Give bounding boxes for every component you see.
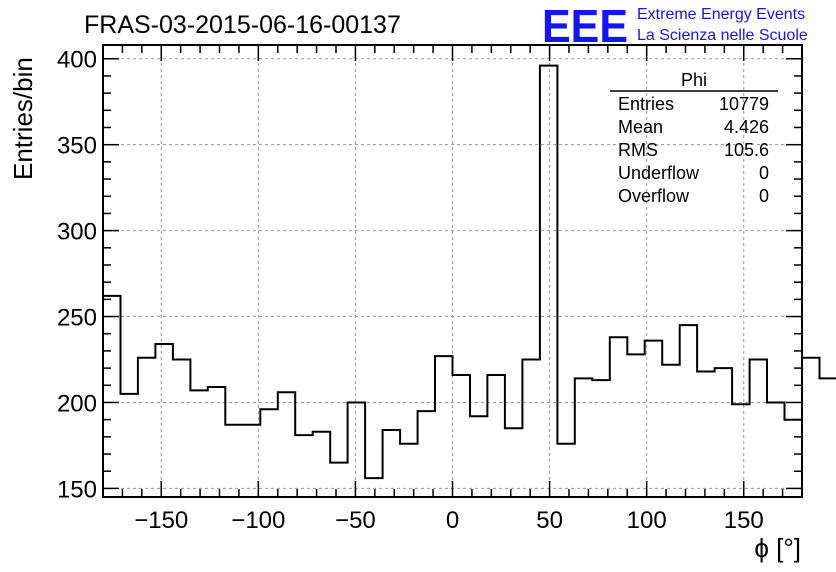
stats-box: Phi Entries 10779 Mean 4.426 RMS 105.6 Underfl… (610, 70, 778, 206)
stats-label: RMS (618, 140, 658, 160)
stats-label: Underflow (618, 163, 700, 183)
stats-value: 105.6 (724, 140, 769, 160)
stats-label: Overflow (618, 186, 690, 206)
y-tick-label: 400 (57, 47, 97, 74)
stats-label: Entries (618, 94, 674, 114)
x-axis-label: ϕ [°] (754, 533, 801, 563)
stats-value: 0 (759, 186, 769, 206)
plot-frame (102, 44, 803, 498)
y-tick-label: 350 (57, 133, 97, 160)
grid-lines (103, 45, 802, 497)
x-tick-label: −150 (134, 507, 188, 534)
x-tick-label: 150 (724, 507, 764, 534)
logo-line-1: Extreme Energy Events (637, 6, 805, 23)
x-tick-label: −50 (335, 507, 376, 534)
x-tick-label: 50 (536, 507, 563, 534)
stats-label: Mean (618, 117, 663, 137)
x-tick-labels: −150 −100 −50 0 50 100 150 (134, 507, 764, 534)
axis-ticks (103, 45, 802, 497)
y-tick-label: 300 (57, 219, 97, 246)
histogram-line (103, 64, 836, 480)
x-tick-label: 100 (627, 507, 667, 534)
eee-logo: EEE Extreme Energy Events La Scienza nel… (542, 0, 808, 52)
stats-value: 0 (759, 163, 769, 183)
y-tick-label: 200 (57, 390, 97, 417)
stats-rows: Entries 10779 Mean 4.426 RMS 105.6 Underflow 0 O… (618, 94, 769, 206)
logo-line-2: La Scienza nelle Scuole (637, 27, 808, 44)
chart-title: FRAS-03-2015-06-16-00137 (84, 11, 401, 39)
stats-title: Phi (681, 70, 707, 90)
y-tick-labels: 150 200 250 300 350 400 (57, 47, 97, 504)
stats-value: 10779 (719, 94, 769, 114)
y-axis-label: Entries/bin (8, 57, 38, 180)
logo-mark: EEE (542, 0, 628, 52)
y-tick-label: 150 (57, 476, 97, 503)
y-tick-label: 250 (57, 305, 97, 332)
stats-value: 4.426 (724, 117, 769, 137)
x-tick-label: 0 (446, 507, 459, 534)
x-tick-label: −100 (231, 507, 285, 534)
